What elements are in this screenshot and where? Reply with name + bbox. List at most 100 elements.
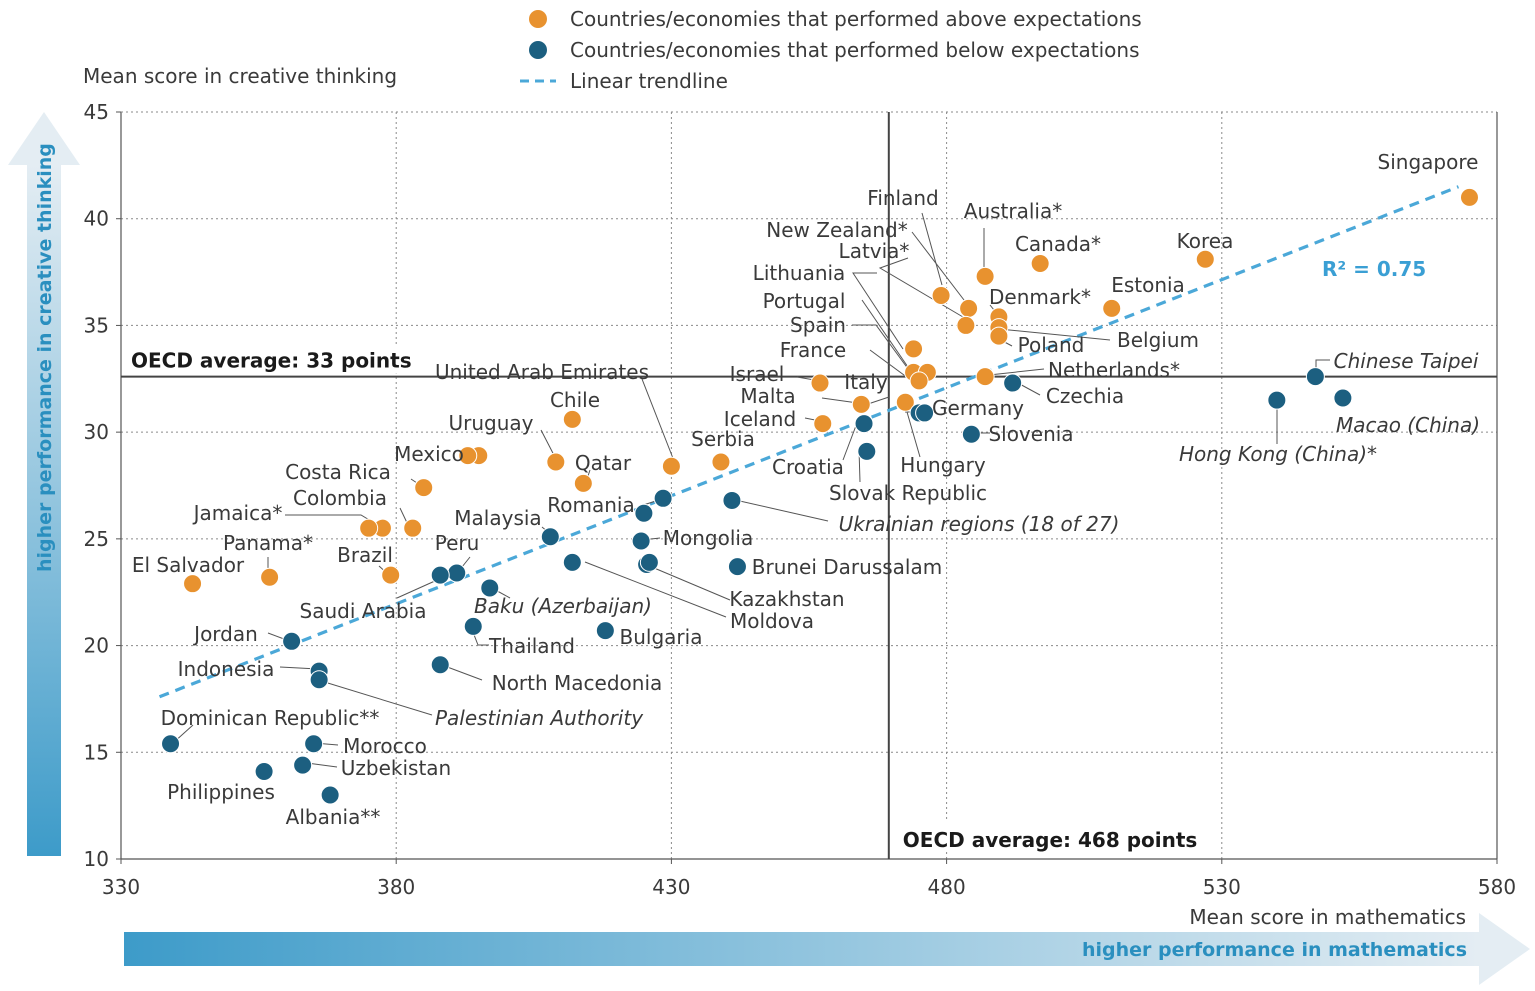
point-above: [851, 394, 871, 414]
point-above: [661, 456, 681, 476]
point-above: [813, 414, 833, 434]
leader-line: [730, 498, 829, 522]
point-above: [909, 371, 929, 391]
x-tick-label: 580: [1478, 875, 1516, 899]
leader-line: [911, 231, 965, 301]
x-tick-label: 480: [928, 875, 966, 899]
y-tick-label: 10: [84, 847, 109, 871]
point-label: Ukrainian regions (18 of 27): [839, 512, 1120, 536]
point-above: [989, 326, 1009, 346]
point-label: Baku (Azerbaijan): [474, 594, 652, 618]
point-below: [595, 621, 615, 641]
point-label: Chinese Taipei: [1334, 349, 1479, 373]
point-below: [463, 616, 483, 636]
point-label: Portugal: [763, 289, 846, 313]
leader-line: [988, 368, 1045, 376]
y-tick-label: 25: [84, 527, 109, 551]
point-above: [1030, 254, 1050, 274]
point-label: El Salvador: [132, 553, 245, 577]
point-label: Mongolia: [663, 526, 753, 550]
point-label: Latvia*: [839, 239, 910, 263]
leader-line: [317, 679, 433, 716]
point-label: Philippines: [167, 780, 275, 804]
point-label: Macao (China): [1336, 413, 1480, 437]
x-tick-label: 530: [1203, 875, 1241, 899]
point-below: [480, 578, 500, 598]
data-points: [161, 187, 1479, 805]
point-above: [183, 574, 203, 594]
point-above: [1195, 249, 1215, 269]
point-label: Finland: [867, 186, 938, 210]
leader-line: [867, 396, 890, 405]
point-label: Qatar: [575, 451, 632, 475]
point-below: [1305, 367, 1325, 387]
legend: Countries/economies that performed above…: [520, 7, 1142, 93]
y-tick-label: 35: [84, 313, 109, 337]
point-above: [403, 518, 423, 538]
oecd-average-x-label-bg: [896, 821, 1197, 849]
point-above: [895, 392, 915, 412]
point-label: Peru: [435, 531, 480, 555]
trendline: R² = 0.75: [158, 185, 1460, 699]
leader-line: [906, 411, 921, 458]
point-label: Netherlands*: [1048, 358, 1180, 382]
point-label: Romania: [547, 493, 634, 517]
point-label: Chile: [550, 388, 600, 412]
point-label: Albania**: [286, 805, 381, 829]
point-label: Colombia: [293, 486, 387, 510]
point-below: [631, 531, 651, 551]
oecd-average-lines: OECD average: 33 points OECD average: 468…: [121, 112, 1497, 859]
point-below: [161, 734, 181, 754]
point-label: Saudi Arabia: [300, 599, 427, 623]
point-below: [430, 565, 450, 585]
y-tick-label: 15: [84, 740, 109, 764]
point-above: [546, 452, 566, 472]
point-label: Hong Kong (China)*: [1179, 442, 1377, 466]
point-label: Croatia: [772, 455, 844, 479]
point-label: Israel: [730, 362, 785, 386]
leader-line: [878, 257, 964, 318]
leader-line: [852, 272, 904, 350]
point-label: Lithuania: [753, 261, 846, 285]
point-label: Slovak Republic: [829, 481, 987, 505]
point-label: Poland: [1018, 333, 1085, 357]
point-label: Brazil: [337, 543, 393, 567]
trendline-line: [158, 185, 1460, 699]
x-tick-label: 430: [652, 875, 690, 899]
point-above: [975, 266, 995, 286]
point-label: Dominican Republic**: [161, 706, 380, 730]
leader-line: [641, 378, 677, 467]
r-squared-label: R² = 0.75: [1322, 257, 1426, 281]
point-below: [857, 441, 877, 461]
point-below: [282, 631, 302, 651]
leader-line: [998, 328, 1111, 341]
point-label: Italy: [844, 370, 888, 394]
point-label: Belgium: [1117, 328, 1199, 352]
point-labels: Singapore Korea Canada* Australia* Finland Ne…: [132, 150, 1480, 829]
point-label: Hungary: [900, 453, 986, 477]
point-above: [904, 339, 924, 359]
point-below: [309, 670, 329, 690]
point-below: [722, 490, 742, 510]
point-label: Slovenia: [988, 422, 1073, 446]
point-label: Kazakhstan: [729, 587, 844, 611]
x-direction-label: higher performance in mathematics: [1082, 939, 1467, 961]
point-below: [1267, 390, 1287, 410]
legend-trendline-label: Linear trendline: [570, 69, 728, 93]
point-above: [975, 367, 995, 387]
point-below: [304, 734, 324, 754]
point-below: [320, 785, 340, 805]
legend-above-label: Countries/economies that performed above…: [570, 7, 1142, 31]
y-axis-title: Mean score in creative thinking: [83, 64, 397, 88]
leader-line: [861, 299, 911, 371]
point-above: [711, 452, 731, 472]
point-label: North Macedonia: [492, 671, 663, 695]
axes: 10 15 20 25 30 35 40 45 330 380 430 480 530 580: [84, 100, 1517, 899]
leader-line: [842, 422, 858, 461]
x-tick-label: 330: [102, 875, 140, 899]
point-label: Panama*: [223, 531, 313, 555]
point-label: Czechia: [1046, 384, 1124, 408]
leader-line: [646, 564, 731, 601]
point-above: [260, 567, 280, 587]
point-above: [810, 373, 830, 393]
